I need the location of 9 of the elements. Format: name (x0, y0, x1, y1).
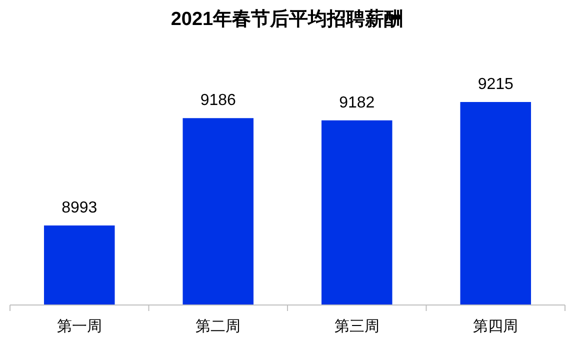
data-label: 8993 (62, 199, 98, 216)
data-label: 9182 (339, 94, 375, 112)
x-tick-label: 第四周 (473, 318, 518, 335)
x-tick-label: 第一周 (56, 318, 102, 335)
data-label: 9186 (200, 92, 236, 110)
data-label: 9215 (478, 76, 514, 93)
x-tick-label: 第三周 (334, 318, 380, 335)
x-tick-label: 第二周 (196, 318, 241, 335)
chart-title: 2021年春节后平均招聘薪酬 (170, 8, 404, 30)
